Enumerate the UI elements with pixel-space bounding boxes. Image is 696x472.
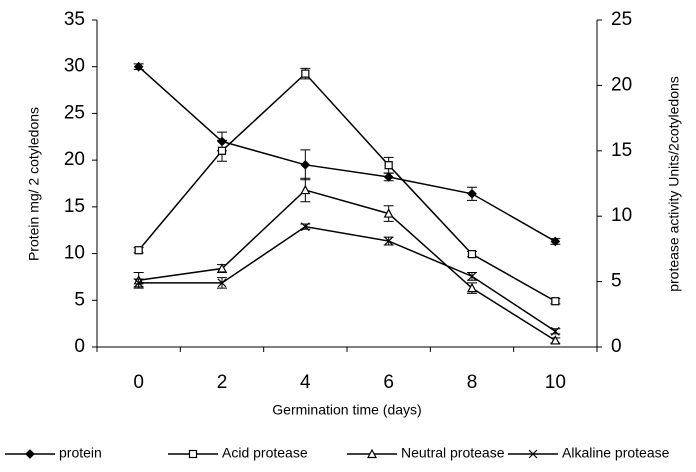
data-point: [217, 146, 227, 155]
data-point: [467, 282, 477, 293]
legend-label: protein: [59, 445, 102, 461]
series-line: [138, 225, 556, 332]
y-tick-label: 30: [64, 56, 85, 77]
y2-tick-label: 20: [611, 74, 632, 95]
data-point: [467, 188, 477, 199]
x-tick-label: 8: [467, 372, 478, 393]
data-point: [467, 271, 477, 281]
y-tick-label: 20: [64, 149, 85, 170]
x-tick-label: 2: [217, 372, 228, 393]
data-point: [550, 236, 561, 247]
x-tick-label: 10: [545, 372, 566, 393]
y2-tick-label: 10: [611, 205, 632, 226]
y-tick-label: 5: [74, 289, 85, 310]
y-tick-label: 10: [64, 243, 85, 264]
y2-tick-label: 0: [611, 336, 622, 357]
data-point: [550, 326, 560, 336]
data-point: [217, 263, 227, 273]
data-point: [301, 69, 310, 78]
legend-marker: [367, 448, 377, 459]
data-point: [300, 159, 311, 170]
y2-tick-label: 15: [611, 140, 632, 161]
x-axis-label: Germination time (days): [272, 402, 421, 418]
data-point: [550, 335, 561, 345]
y2-axis-label: protease activity Units/2cotyledons: [666, 76, 682, 292]
data-point: [384, 236, 394, 246]
data-point: [383, 208, 394, 218]
y2-tick-label: 25: [611, 9, 632, 30]
data-point: [467, 250, 477, 259]
legend-marker: [188, 449, 198, 459]
series-line: [138, 189, 556, 342]
data-point: [551, 297, 560, 306]
y-tick-label: 35: [64, 9, 85, 30]
x-tick-label: 0: [133, 372, 144, 393]
data-point: [217, 278, 227, 288]
x-tick-label: 6: [383, 372, 394, 393]
legend-marker: [528, 449, 538, 459]
y-axis-label: Protein mg/ 2 cotyledons: [26, 107, 42, 261]
legend-label: Neutral protease: [401, 445, 505, 461]
data-point: [300, 222, 310, 232]
y-tick-label: 0: [74, 336, 85, 357]
series-line: [138, 72, 556, 302]
x-tick-label: 4: [300, 372, 311, 393]
data-point: [133, 61, 144, 72]
y2-tick-label: 5: [611, 271, 622, 292]
data-point: [134, 246, 143, 255]
data-point: [134, 278, 144, 288]
series-line: [138, 66, 556, 243]
data-point: [384, 161, 393, 170]
data-point: [300, 184, 311, 195]
legend-label: Acid protease: [222, 445, 308, 461]
legend-label: Alkaline protease: [562, 445, 670, 461]
legend-marker: [25, 449, 35, 459]
y-tick-label: 15: [64, 196, 85, 217]
data-point: [383, 172, 394, 182]
y-tick-label: 25: [64, 102, 85, 123]
